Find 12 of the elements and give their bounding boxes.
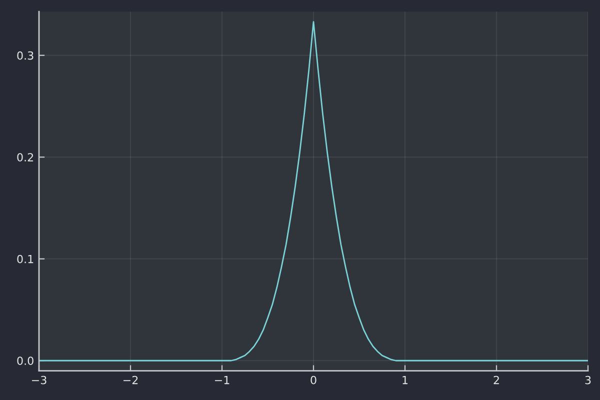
x-tick-label: −1 [214, 376, 230, 384]
x-tick-label: −2 [123, 376, 138, 384]
y-tick-label: 0.1 [17, 254, 34, 264]
x-tick-label: −3 [32, 376, 46, 384]
x-tick-label: 0 [310, 376, 316, 384]
y-tick-label: 0.0 [17, 356, 34, 366]
x-tick-label: 2 [494, 376, 499, 384]
x-tick-label: 1 [402, 376, 408, 384]
line-series [39, 21, 588, 362]
x-tick-label: 3 [585, 376, 591, 384]
y-tick-label: 0.3 [17, 51, 34, 60]
y-tick-label: 0.2 [17, 153, 34, 162]
